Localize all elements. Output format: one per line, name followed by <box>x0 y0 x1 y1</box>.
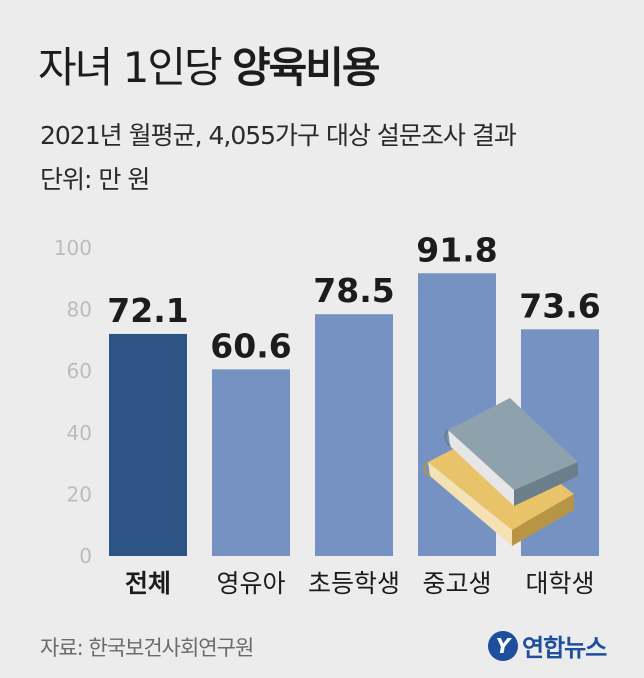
subtitle: 2021년 월평균, 4,055가구 대상 설문조사 결과 <box>40 121 517 150</box>
category-label: 전체 <box>125 569 171 598</box>
bar-value-label: 72.1 <box>107 291 188 330</box>
unit-label: 단위: 만 원 <box>40 165 150 194</box>
y-tick-label: 40 <box>67 421 92 445</box>
bar-value-label: 78.5 <box>313 271 394 310</box>
category-label: 중고생 <box>422 569 491 598</box>
bar <box>212 369 290 556</box>
y-tick-label: 20 <box>67 482 92 506</box>
y-tick-label: 60 <box>67 359 92 383</box>
category-label: 대학생 <box>525 569 594 598</box>
category-label: 초등학생 <box>308 569 400 598</box>
page-title: 자녀 1인당 양육비용 <box>38 34 381 95</box>
logo-text: 연합뉴스 <box>522 634 607 662</box>
title-light: 자녀 1인당 <box>38 43 223 92</box>
bar <box>315 314 393 556</box>
y-tick-label: 0 <box>79 544 92 568</box>
bars: 72.1 전체 60.6 영유아 78.5 초등학생 91.8 중고생 73.6 대학생 <box>107 230 600 598</box>
logo-mark: Y <box>488 630 518 661</box>
bar-value-label: 73.6 <box>519 286 600 325</box>
y-axis: 0 20 40 60 80 100 <box>54 236 92 568</box>
yonhap-logo: Y 연합뉴스 <box>488 628 607 663</box>
books-icon <box>423 398 578 546</box>
bar <box>109 333 187 556</box>
bar-value-label: 60.6 <box>210 326 291 365</box>
category-label: 영유아 <box>216 569 285 598</box>
bar-value-label: 91.8 <box>416 230 497 269</box>
y-tick-label: 80 <box>67 298 92 322</box>
y-tick-label: 100 <box>54 236 92 260</box>
source-text: 자료: 한국보건사회연구원 <box>40 636 254 660</box>
title-bold: 양육비용 <box>232 43 381 92</box>
